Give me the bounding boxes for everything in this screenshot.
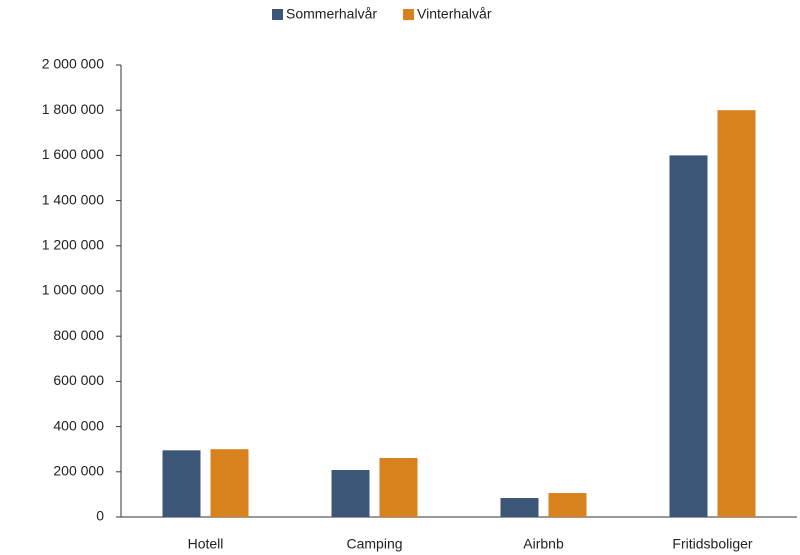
bar <box>500 498 539 517</box>
bar <box>669 155 708 517</box>
y-tick-label: 2 000 000 <box>42 56 104 72</box>
y-tick-label: 1 800 000 <box>42 101 104 117</box>
x-tick-label: Camping <box>346 536 402 552</box>
y-tick-label: 600 000 <box>53 372 104 388</box>
x-tick-label: Airbnb <box>523 536 564 552</box>
legend-swatch <box>272 9 283 20</box>
y-tick-label: 200 000 <box>53 463 104 479</box>
y-tick-label: 1 200 000 <box>42 237 104 253</box>
y-tick-label: 0 <box>96 508 104 524</box>
bar <box>162 450 201 517</box>
bar <box>548 493 587 517</box>
y-tick-label: 1 600 000 <box>42 146 104 162</box>
bar <box>717 110 756 517</box>
x-tick-label: Hotell <box>188 536 224 552</box>
legend-label: Sommerhalvår <box>286 6 377 22</box>
x-tick-label: Fritidsboliger <box>672 536 752 552</box>
bar <box>379 458 418 517</box>
bar <box>210 449 249 517</box>
legend-label: Vinterhalvår <box>417 6 492 22</box>
y-tick-label: 400 000 <box>53 417 104 433</box>
y-tick-label: 1 400 000 <box>42 191 104 207</box>
y-tick-label: 1 000 000 <box>42 282 104 298</box>
y-tick-label: 800 000 <box>53 327 104 343</box>
bar <box>331 469 370 517</box>
legend-swatch <box>403 9 415 20</box>
